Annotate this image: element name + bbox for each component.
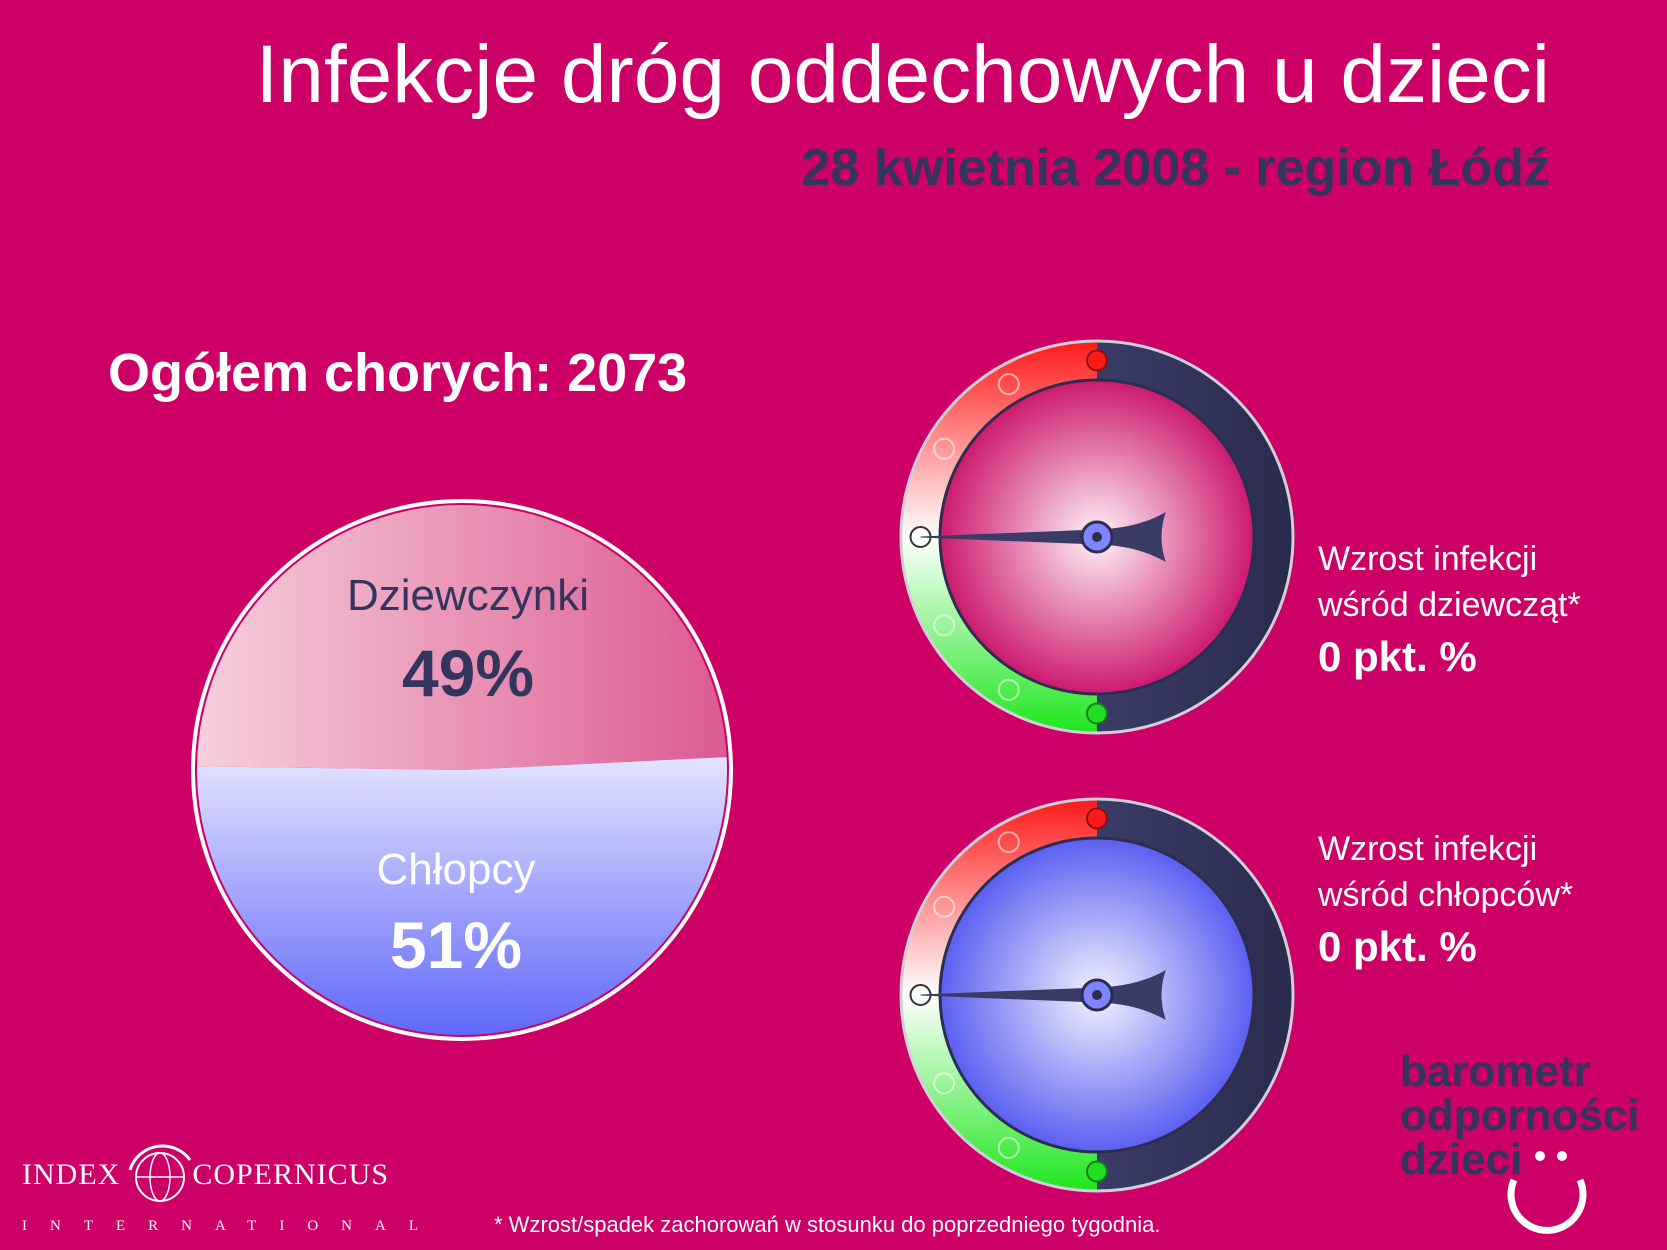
gauge-boys-text: Wzrost infekcji wśród chłopców* 0 pkt. % <box>1318 826 1573 970</box>
pie-label-girls: Dziewczynki <box>347 571 589 620</box>
globe-icon <box>128 1144 192 1202</box>
gauge-ring-scale <box>901 799 1097 1191</box>
brand-line1: barometr <box>1400 1047 1591 1096</box>
gauge-needle <box>920 969 1166 1021</box>
gauge-boys-line2: wśród chłopców* <box>1318 876 1574 914</box>
gauge-ring-scale <box>901 341 1097 733</box>
footnote: * Wzrost/spadek zachorowań w stosunku do… <box>494 1212 1161 1237</box>
gauge-tick <box>1086 349 1108 372</box>
gauge-tick <box>997 1136 1020 1159</box>
gauge-needle <box>920 511 1166 563</box>
pie-slice-boys <box>197 757 727 1035</box>
brand-line3: dzieci <box>1400 1135 1523 1184</box>
gauge-tick <box>1086 702 1108 725</box>
gauge-boys <box>899 797 1295 1193</box>
gauge-rim <box>899 339 1295 735</box>
gauge-hub-center <box>1092 532 1102 542</box>
logo-line3: INTERNATIONAL <box>22 1218 441 1234</box>
pie-value-boys: 51% <box>390 908 522 982</box>
gauge-girls-line2: wśród dziewcząt* <box>1318 586 1581 624</box>
gauge-tick <box>933 614 956 637</box>
smiley-icon <box>1507 1151 1587 1234</box>
logo-line2: COPERNICUS <box>192 1158 390 1191</box>
gauge-tick <box>997 678 1020 701</box>
pie-label-boys: Chłopcy <box>377 845 536 894</box>
gauge-ring-navy <box>1097 341 1293 733</box>
gauge-boys-line1: Wzrost infekcji <box>1318 830 1538 868</box>
gauge-tick <box>1086 1160 1108 1183</box>
gauge-tick <box>933 895 956 918</box>
pie-outline <box>191 499 733 1041</box>
gauge-rim <box>899 797 1295 1193</box>
pie-slice-girls <box>197 504 727 770</box>
page-subtitle: 28 kwietnia 2008 - region Łódź <box>801 139 1550 197</box>
page-title: Infekcje dróg oddechowych u dzieci <box>255 29 1550 120</box>
gauge-tick <box>933 1072 956 1095</box>
gauge-hub-center <box>1092 990 1102 1000</box>
brand-logo: barometr odporności dzieci <box>1400 1050 1640 1182</box>
index-copernicus-logo: INDEX COPERNICUS INTERNATIONAL <box>22 1158 441 1235</box>
brand-line2: odporności <box>1400 1091 1640 1140</box>
gauge-tick <box>933 437 956 460</box>
gauge-girls-text: Wzrost infekcji wśród dziewcząt* 0 pkt. … <box>1318 536 1581 680</box>
gauge-girls <box>899 339 1295 735</box>
pie-value-girls: 49% <box>402 636 534 710</box>
gauge-tick <box>997 831 1020 854</box>
gauge-boys-value: 0 pkt. % <box>1318 923 1477 970</box>
gauge-tick <box>1086 807 1108 830</box>
gauge-ring-navy <box>1097 799 1293 1191</box>
total-patients: Ogółem chorych: 2073 <box>108 343 688 403</box>
gauge-tick <box>997 373 1020 396</box>
logo-line1: INDEX <box>22 1158 121 1191</box>
pie-chart: Dziewczynki 49% Chłopcy 51% <box>191 499 733 1041</box>
gauge-girls-line1: Wzrost infekcji <box>1318 540 1538 578</box>
gauge-girls-value: 0 pkt. % <box>1318 633 1477 680</box>
